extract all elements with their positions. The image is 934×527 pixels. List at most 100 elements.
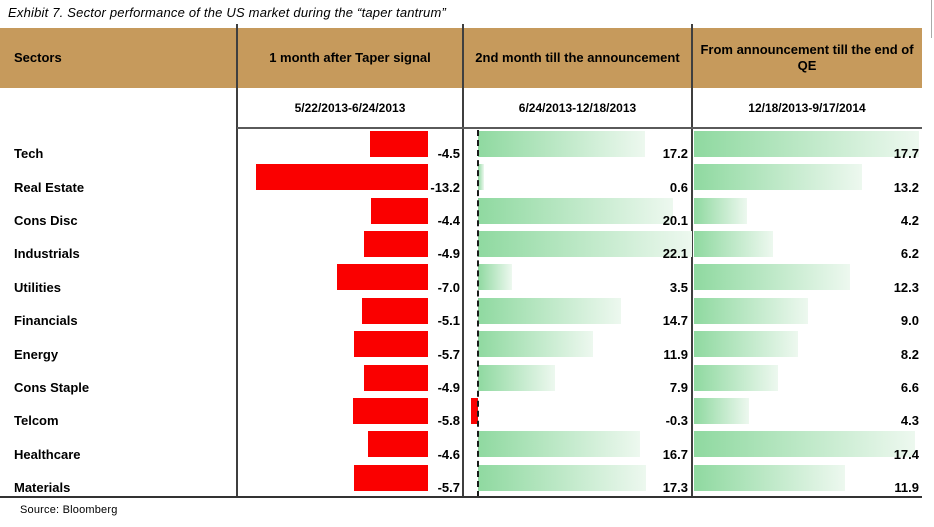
sector-label: Industrials xyxy=(14,246,80,262)
chart-body: Tech -4.5 17.2 17.7 Real Estate -13.2 0.6 13.2 C… xyxy=(0,130,922,497)
sector-label: Real Estate xyxy=(14,179,85,195)
chart-row: Financials -5.1 14.7 9.0 xyxy=(0,297,922,330)
panel-1-cell: -7.0 xyxy=(237,263,463,296)
value-label: 17.2 xyxy=(662,146,688,162)
column-separator xyxy=(691,24,693,498)
negative-bar xyxy=(364,364,428,391)
panel-2-cell: 17.2 xyxy=(463,130,692,163)
positive-bar xyxy=(478,364,555,391)
value-label: -4.6 xyxy=(437,446,460,462)
chart-row: Healthcare -4.6 16.7 17.4 xyxy=(0,430,922,463)
value-label: -13.2 xyxy=(430,179,460,195)
chart-row: Tech -4.5 17.2 17.7 xyxy=(0,130,922,163)
positive-bar xyxy=(694,164,862,191)
negative-bar xyxy=(368,431,428,458)
panel-2-cell: 0.6 xyxy=(463,163,692,196)
value-label: 3.5 xyxy=(669,279,688,295)
positive-bar xyxy=(694,197,748,224)
chart-row: Cons Disc -4.4 20.1 4.2 xyxy=(0,197,922,230)
negative-bar xyxy=(369,131,428,157)
panel-3-cell: 6.2 xyxy=(692,230,922,263)
value-label: -0.3 xyxy=(665,413,688,429)
panel-2-cell: 22.1 xyxy=(463,230,693,263)
panel-1-cell: -5.7 xyxy=(237,330,463,363)
panel-3-cell: 13.2 xyxy=(692,163,922,196)
positive-bar xyxy=(694,231,773,258)
panel-2-cell: 3.5 xyxy=(463,263,692,296)
value-label: 14.7 xyxy=(662,313,688,329)
panel-2-cell: -0.3 xyxy=(463,397,692,430)
negative-bar xyxy=(353,331,428,358)
value-label: -4.9 xyxy=(437,246,460,262)
value-label: 4.3 xyxy=(900,413,919,429)
positive-bar xyxy=(694,397,749,424)
positive-bar xyxy=(478,164,484,191)
value-label: 8.2 xyxy=(900,346,919,362)
period-label-1: 5/22/2013-6/24/2013 xyxy=(294,101,406,115)
value-label: 6.2 xyxy=(900,246,919,262)
positive-bar xyxy=(478,431,640,458)
positive-bar xyxy=(478,464,646,491)
panel-2-cell: 11.9 xyxy=(463,330,692,363)
panel-3-cell: 17.7 xyxy=(692,130,922,163)
negative-bar xyxy=(256,164,428,191)
panel-1-cell: -4.5 xyxy=(237,130,463,163)
negative-bar xyxy=(353,464,428,491)
value-label: -4.9 xyxy=(437,379,460,395)
value-label: -4.4 xyxy=(437,213,460,229)
panel-3-cell: 17.4 xyxy=(692,430,922,463)
sector-label: Materials xyxy=(14,479,71,495)
chart-row: Cons Staple -4.9 7.9 6.6 xyxy=(0,364,922,397)
negative-bar xyxy=(364,231,428,258)
positive-bar xyxy=(478,197,673,224)
negative-bar xyxy=(471,397,478,424)
positive-bar xyxy=(694,464,846,491)
panel-1-cell: -5.7 xyxy=(237,464,463,497)
period-label-2: 6/24/2013-12/18/2013 xyxy=(518,101,637,115)
sector-label: Cons Staple xyxy=(14,379,90,395)
value-label: 17.4 xyxy=(893,446,919,462)
column-separator xyxy=(236,24,238,498)
sector-label: Energy xyxy=(14,346,59,362)
positive-bar xyxy=(694,131,919,157)
panel-3-cell: 11.9 xyxy=(692,464,922,497)
value-label: -5.7 xyxy=(437,479,460,495)
value-label: -5.1 xyxy=(437,313,460,329)
value-label: 4.2 xyxy=(900,213,919,229)
panel-1-cell: -4.9 xyxy=(237,364,463,397)
value-label: 11.9 xyxy=(663,346,688,362)
positive-bar xyxy=(694,264,851,291)
exhibit-title: Exhibit 7. Sector performance of the US … xyxy=(8,5,447,20)
positive-bar xyxy=(694,331,799,358)
sector-label: Telcom xyxy=(14,413,59,429)
panel-1-cell: -13.2 xyxy=(237,163,463,196)
positive-bar xyxy=(694,297,809,324)
column-separator xyxy=(462,24,464,498)
panel-3-cell: 12.3 xyxy=(692,263,922,296)
panel-3-cell: 6.6 xyxy=(692,364,922,397)
sector-label: Financials xyxy=(14,313,78,329)
column-header-sectors: Sectors xyxy=(14,49,62,65)
value-label: 22.1 xyxy=(662,246,688,262)
panel-2-cell: 14.7 xyxy=(463,297,692,330)
panel-2-cell: 17.3 xyxy=(463,464,692,497)
panel-3-cell: 4.2 xyxy=(692,197,922,230)
sector-label: Utilities xyxy=(14,279,61,295)
negative-bar xyxy=(352,397,428,424)
value-label: 12.3 xyxy=(893,279,919,295)
value-label: 11.9 xyxy=(894,479,919,495)
page-edge-line xyxy=(931,0,932,38)
positive-bar xyxy=(478,264,512,291)
value-label: 6.6 xyxy=(900,379,919,395)
positive-bar xyxy=(694,431,915,458)
chart-row: Energy -5.7 11.9 8.2 xyxy=(0,330,922,363)
panel-2-cell: 7.9 xyxy=(463,364,692,397)
chart-bottom-rule xyxy=(0,496,922,498)
positive-bar xyxy=(694,364,778,391)
sector-label: Healthcare xyxy=(14,446,81,462)
positive-bar xyxy=(478,297,621,324)
panel-1-cell: -5.1 xyxy=(237,297,463,330)
value-label: 16.7 xyxy=(662,446,688,462)
positive-bar xyxy=(478,131,645,157)
